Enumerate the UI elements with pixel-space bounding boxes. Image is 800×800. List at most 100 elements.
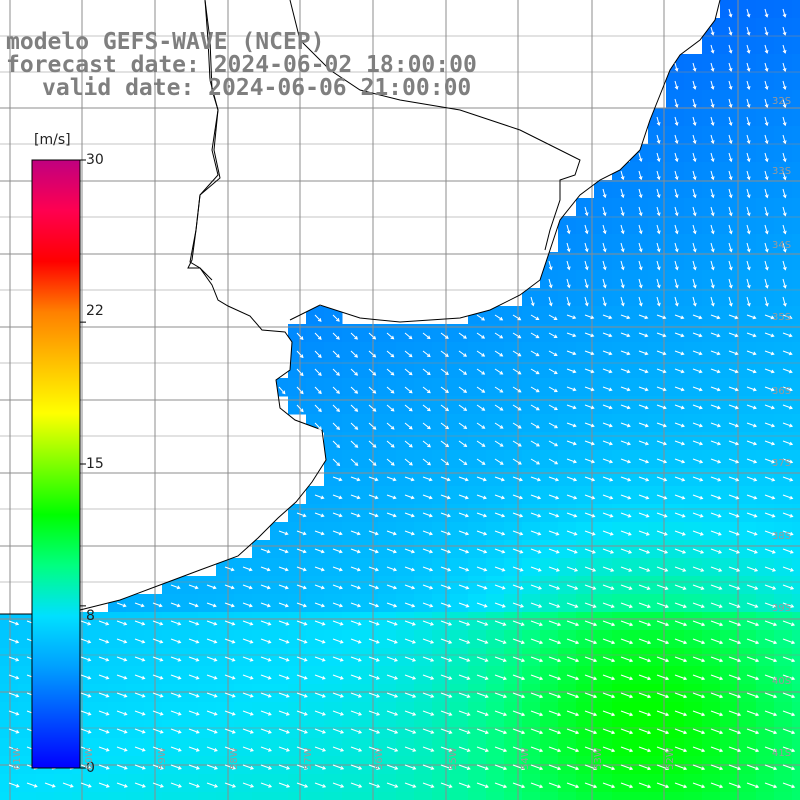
wind-arrow [404,494,415,500]
field-cell [792,288,800,307]
wind-arrow [314,674,326,680]
wind-arrow [8,692,20,698]
wind-arrow [350,638,362,644]
wind-arrow [332,638,344,644]
wind-arrow [728,170,733,181]
wind-arrow [566,674,580,681]
wind-arrow [710,386,721,392]
wind-arrow [620,566,633,572]
wind-arrow [674,548,687,554]
wind-arrow [350,566,361,572]
wind-arrow [674,458,686,464]
wind-arrow [584,746,598,753]
wind-arrow [764,206,769,217]
field-cell [792,432,800,451]
wind-arrow [728,674,742,681]
wind-arrow [674,278,679,289]
wind-arrow [782,476,794,482]
wind-arrow [476,404,486,411]
wind-arrow [242,566,253,572]
wind-arrow [224,584,235,590]
wind-arrow [746,602,759,608]
wind-arrow [692,260,697,271]
wind-arrow [746,494,758,500]
wind-arrow [80,656,92,662]
wind-arrow [764,404,775,410]
wind-arrow [530,512,542,518]
wind-arrow [602,314,613,320]
wind-arrow [548,530,560,536]
wind-arrow [440,656,453,662]
wind-arrow [170,692,182,698]
field-cell [468,792,487,800]
wind-arrow [584,602,597,608]
wind-arrow [278,728,290,734]
wind-arrow [602,656,616,663]
wind-arrow [458,674,471,680]
wind-arrow [548,710,562,717]
wind-arrow [782,782,796,789]
wind-arrow [278,764,291,770]
wind-arrow [386,710,399,716]
wind-arrow [638,584,651,590]
wind-arrow [314,548,325,554]
wind-arrow [638,278,643,289]
wind-arrow [188,728,200,734]
wind-arrow [278,692,290,698]
wind-arrow [440,782,453,788]
wind-arrow [764,728,778,735]
wind-arrow [332,548,343,554]
field-cell [792,54,800,73]
field-cell [612,792,631,800]
field-cell [792,126,800,145]
wind-arrow [746,62,751,72]
wind-arrow [170,602,181,608]
wind-arrow [638,458,650,464]
wind-arrow [440,620,453,626]
wind-arrow [620,278,625,289]
wind-arrow [746,692,760,699]
wind-arrow [602,494,614,500]
wind-arrow [116,602,127,608]
wind-arrow [278,656,290,662]
wind-arrow [62,782,74,788]
field-cell [792,0,800,19]
wind-arrow [404,368,413,376]
field-cell [792,558,800,577]
wind-arrow [314,512,325,518]
wind-arrow [692,404,703,410]
wind-arrow [710,332,721,338]
wind-arrow [512,764,526,771]
wind-arrow [584,206,589,217]
wind-arrow [584,278,589,289]
wind-arrow [476,674,489,681]
wind-arrow [368,494,379,500]
field-cell [792,108,800,127]
wind-arrow [530,386,540,393]
wind-arrow [350,368,359,376]
wind-arrow [638,728,652,735]
wind-arrow [458,494,469,500]
wind-arrow [440,422,450,430]
wind-arrow [746,584,759,590]
wind-arrow [710,656,724,663]
wind-arrow [476,620,489,626]
wind-arrow [296,548,307,554]
wind-arrow [80,674,92,680]
wind-arrow [422,512,433,518]
field-cell [792,324,800,343]
wind-arrow [710,80,715,90]
wind-arrow [278,548,289,554]
wind-arrow [782,242,787,253]
wind-arrow [80,638,92,644]
wind-arrow [458,764,471,771]
wind-arrow [656,710,670,717]
wind-arrow [188,656,200,662]
wind-arrow [728,80,733,90]
wind-arrow [782,746,796,753]
wind-arrow [674,728,688,735]
wind-arrow [656,782,670,789]
wind-arrow [350,476,361,482]
wind-arrow [764,134,769,145]
